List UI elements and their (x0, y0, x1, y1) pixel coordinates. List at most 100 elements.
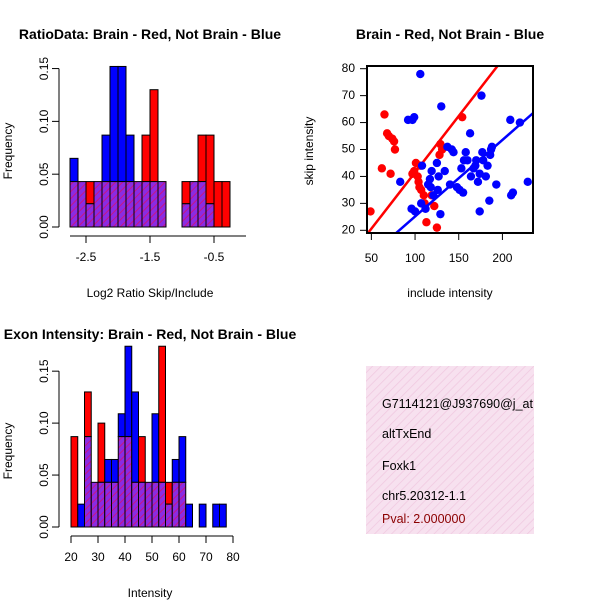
not-brain-fit-line (394, 112, 533, 233)
x-tick-label: 150 (449, 251, 469, 265)
not-brain-bar (124, 345, 133, 438)
brain-bar (165, 481, 173, 505)
y-tick-label: 50 (342, 142, 356, 156)
x-tick-label: 80 (226, 550, 240, 564)
overlap-bar (158, 481, 166, 528)
x-tick-label: 200 (492, 251, 512, 265)
brain-bar (158, 345, 166, 483)
not-brain-point (436, 209, 445, 219)
exon-intensity-histogram: Exon Intensity: Brain - Red, Not Brain -… (1, 326, 296, 600)
not-brain-point (465, 129, 475, 138)
x-tick-label: -1.5 (140, 250, 161, 264)
not-brain-bar (69, 157, 79, 183)
y-tick-label: 0.10 (37, 411, 51, 435)
not-brain-bar (178, 436, 187, 483)
exon-location: chr5.20312-1.1 (382, 489, 466, 503)
not-brain-point (409, 112, 419, 122)
overlap-bar (181, 203, 191, 228)
chart-title: Brain - Red, Not Brain - Blue (356, 26, 544, 42)
brain-bar (97, 422, 106, 483)
probe-id: G7114121@J937690@j_at (382, 397, 533, 411)
not-brain-bar (219, 503, 227, 528)
x-tick-label: 30 (91, 550, 105, 564)
chart-title: Exon Intensity: Brain - Red, Not Brain -… (4, 326, 297, 342)
not-brain-point (481, 172, 491, 181)
not-brain-point (425, 174, 435, 184)
overlap-bar (131, 481, 139, 528)
overlap-bar (205, 203, 215, 228)
not-brain-bar (111, 458, 119, 483)
y-tick-label: 20 (342, 222, 356, 236)
overlap-bar (117, 181, 127, 228)
info-panel-background (366, 366, 534, 534)
brain-bar (205, 134, 215, 205)
p-value: Pval: 2.000000 (382, 512, 465, 526)
not-brain-point (433, 185, 442, 195)
not-brain-point (473, 177, 483, 187)
overlap-bar (151, 481, 160, 528)
y-tick-label: 0.05 (37, 162, 51, 186)
not-brain-point (463, 156, 472, 165)
brain-bar (141, 134, 151, 183)
not-brain-point (440, 166, 449, 176)
not-brain-point (437, 102, 446, 111)
overlap-bar (144, 481, 153, 528)
probe-info-panel: G7114121@J937690@j_at altTxEnd Foxk1 chr… (366, 366, 534, 534)
not-brain-point (461, 147, 470, 157)
not-brain-bar (117, 65, 127, 183)
overlap-bar (138, 481, 146, 528)
y-axis-label: Frequency (1, 423, 15, 480)
brain-point (380, 110, 389, 119)
not-brain-point (396, 177, 405, 187)
not-brain-point (466, 172, 476, 181)
x-tick-label: 60 (172, 550, 186, 564)
brain-point (432, 223, 442, 232)
brain-bar (149, 89, 159, 183)
not-brain-point (508, 188, 518, 197)
y-tick-label: 0.10 (37, 109, 51, 133)
not-brain-point (417, 161, 427, 170)
overlap-bar (157, 181, 167, 228)
not-brain-bar (151, 413, 160, 483)
not-brain-point (523, 177, 532, 187)
chart-title: RatioData: Brain - Red, Not Brain - Blue (19, 26, 281, 42)
brain-point (377, 164, 387, 173)
y-tick-label: 40 (342, 169, 356, 183)
intensity-scatter-plot: Brain - Red, Not Brain - Blue 50 100 150 20… (302, 26, 544, 300)
y-tick-label: 0.15 (37, 57, 51, 81)
y-tick-label: 30 (342, 196, 356, 210)
brain-bar (181, 181, 191, 205)
brain-fit-line (367, 66, 500, 233)
overlap-bar (93, 181, 103, 228)
overlap-bar (197, 181, 207, 228)
overlap-bar (97, 481, 106, 528)
x-tick-label: 100 (405, 251, 425, 265)
x-tick-label: -2.5 (76, 250, 97, 264)
brain-bar (85, 181, 95, 205)
y-tick-label: 0.00 (37, 215, 51, 239)
not-brain-point (492, 180, 501, 189)
brain-bar (138, 436, 146, 483)
y-tick-label: 70 (342, 88, 356, 102)
not-brain-point (475, 207, 484, 216)
brain-bar (197, 134, 207, 183)
not-brain-point (477, 91, 486, 100)
overlap-bar (149, 181, 159, 228)
overlap-bar (178, 481, 187, 528)
not-brain-bar (77, 503, 85, 528)
y-tick-label: 80 (342, 61, 356, 75)
overlap-bar (77, 181, 87, 228)
brain-bar (84, 391, 92, 438)
overlap-bar (85, 203, 95, 228)
not-brain-point (485, 196, 494, 205)
not-brain-bar (101, 134, 111, 183)
x-tick-label: 20 (64, 550, 78, 564)
overlap-bar (141, 181, 151, 228)
not-brain-bar (212, 503, 220, 528)
y-tick-label: 60 (342, 115, 356, 129)
overlap-bar (165, 503, 173, 528)
x-axis-label: Intensity (128, 586, 173, 600)
x-tick-label: 70 (199, 550, 213, 564)
brain-point (422, 218, 431, 227)
